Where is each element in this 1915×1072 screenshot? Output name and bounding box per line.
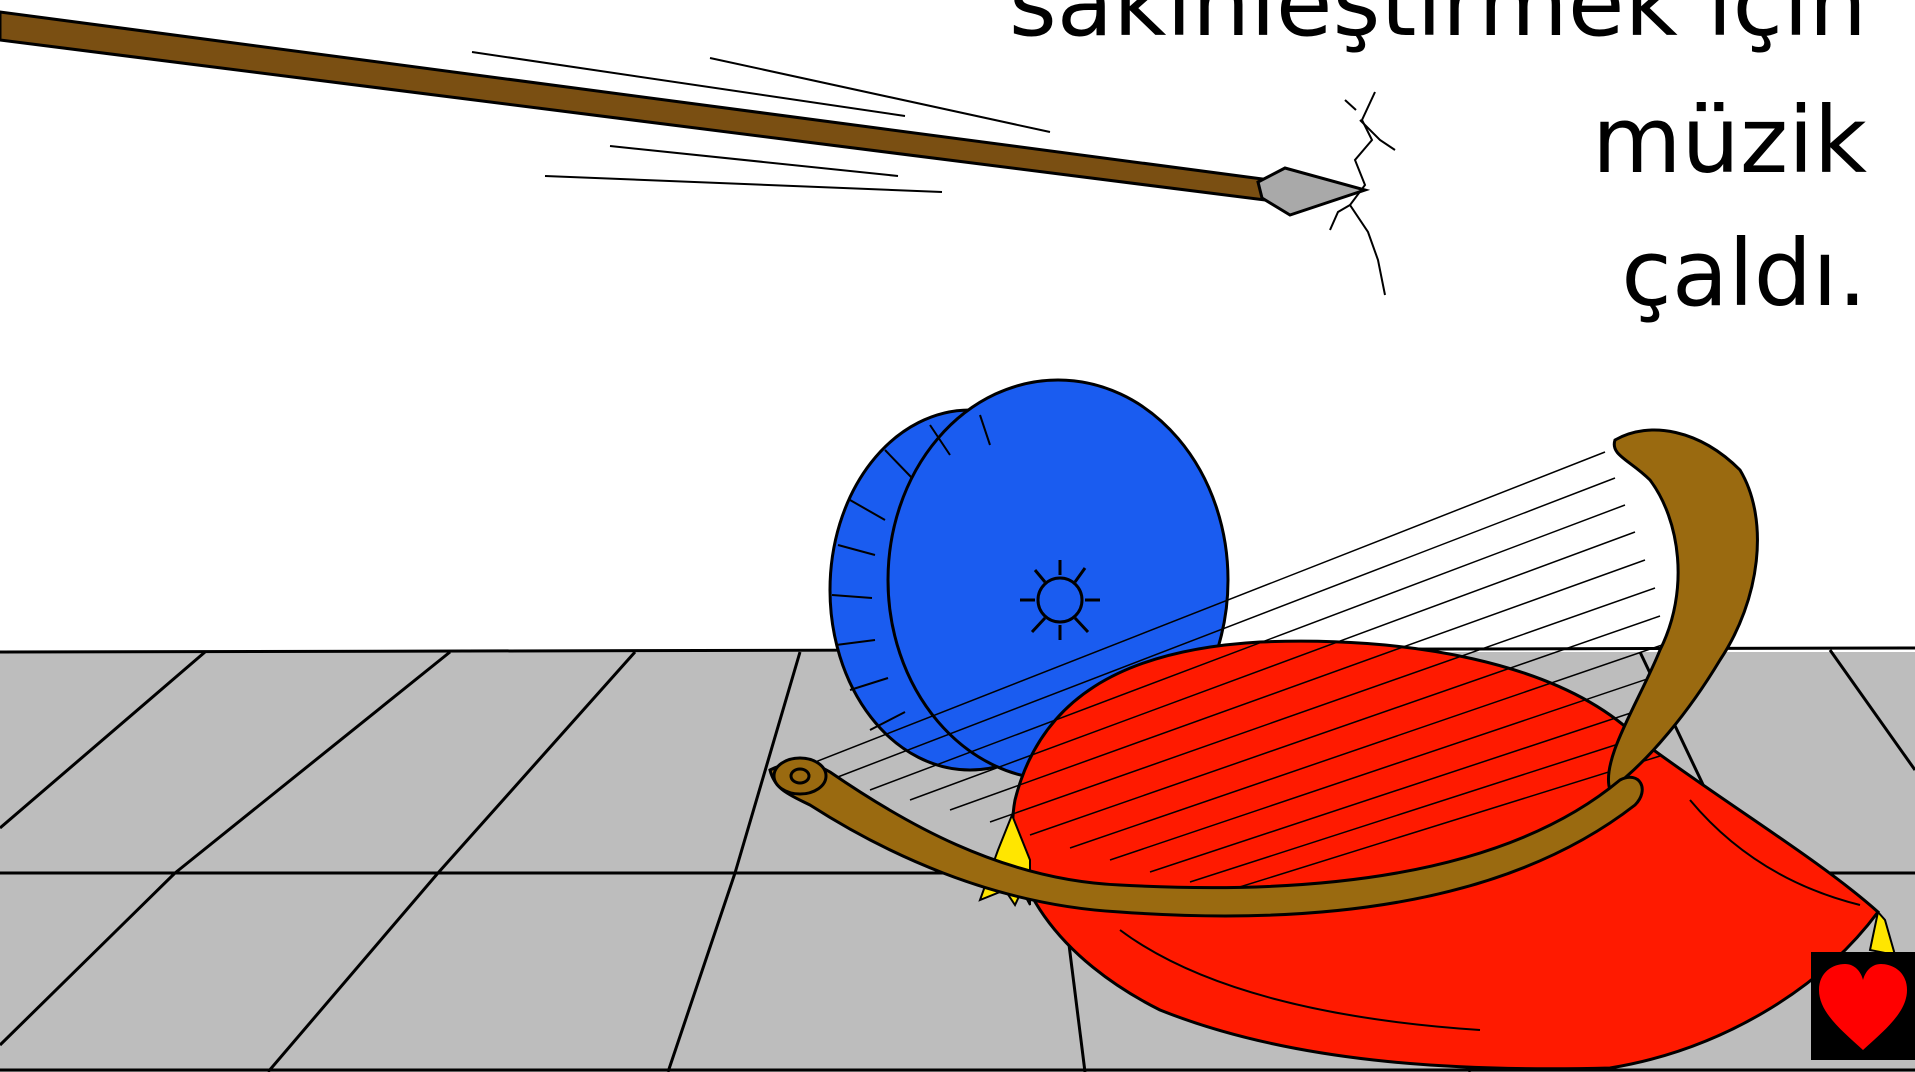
spear [0,10,1396,296]
heart-icon [1819,964,1907,1050]
caption-line-3: çaldı. [1621,220,1867,327]
caption-line-2: müzik [1591,87,1867,194]
heart-button[interactable] [1811,952,1915,1060]
harp [768,428,1759,918]
caption-line-1: sakinleştirmek için [1008,0,1867,57]
